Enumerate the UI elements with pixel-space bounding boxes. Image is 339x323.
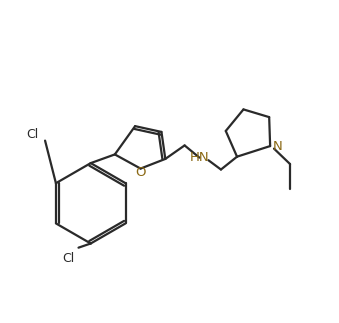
Text: Cl: Cl: [62, 252, 74, 265]
Text: N: N: [272, 140, 282, 152]
Text: O: O: [135, 166, 146, 179]
Text: Cl: Cl: [26, 128, 38, 141]
Text: HN: HN: [190, 151, 209, 164]
